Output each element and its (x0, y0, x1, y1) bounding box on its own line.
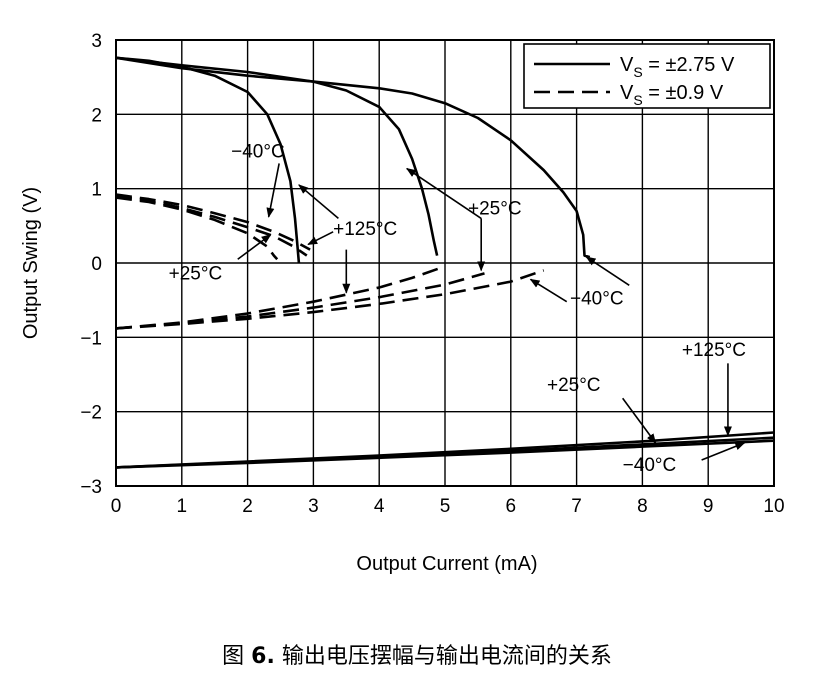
series-line (115, 439, 775, 469)
annotation-label: +25°C (169, 263, 223, 284)
x-axis-label: Output Current (mA) (356, 553, 537, 575)
y-tick-label: 2 (91, 105, 102, 126)
y-tick-label: 0 (91, 254, 102, 275)
series-line (115, 269, 545, 330)
legend-entry-label: VS = ±2.75 V (620, 54, 735, 80)
annotation-arrow (307, 231, 334, 246)
annotation-arrow (406, 167, 482, 220)
x-tick-label: 4 (374, 496, 385, 517)
y-tick-label: 3 (91, 31, 102, 52)
legend-box (523, 43, 771, 109)
series-line (115, 193, 311, 251)
annotation-arrow (622, 397, 657, 444)
annotation-arrow (298, 184, 339, 220)
annotation-arrow (585, 256, 630, 286)
series-line (115, 196, 279, 261)
legend: VS = ±2.75 VVS = ±0.9 V (523, 43, 771, 109)
figure-caption: 图 6. 输出电压摆幅与输出电流间的关系 (0, 638, 834, 670)
x-tick-label: 7 (571, 496, 582, 517)
x-tick-label: 9 (703, 496, 714, 517)
legend-entry-label: VS = ±0.9 V (620, 82, 724, 108)
y-tick-label: −3 (80, 477, 102, 498)
annotation-label: −40°C (623, 455, 677, 476)
y-tick-label: −2 (80, 403, 102, 424)
annotation-label: +25°C (547, 375, 601, 396)
plot-frame (115, 39, 775, 487)
x-tick-label: 3 (308, 496, 319, 517)
annotation-label: +125°C (333, 219, 397, 240)
annotation-label: +25°C (468, 199, 522, 220)
series-line (115, 56, 439, 256)
x-tick-label: 10 (763, 496, 784, 517)
caption-number: 6. (251, 644, 275, 669)
annotation-label: +125°C (682, 340, 746, 361)
annotation-arrow (529, 278, 568, 303)
caption-text: 输出电压摆幅与输出电流间的关系 (281, 644, 612, 669)
x-tick-label: 5 (440, 496, 451, 517)
series-line (115, 56, 591, 259)
y-tick-label: 1 (91, 180, 102, 201)
series-line (115, 266, 443, 330)
y-tick-label: −1 (80, 328, 102, 349)
x-tick-label: 0 (111, 496, 122, 517)
annotation-label: −40°C (231, 141, 285, 162)
y-axis-label: Output Swing (V) (20, 187, 42, 339)
x-tick-label: 6 (506, 496, 517, 517)
annotations: −40°C +125°C +25°C +25°C −40°C +125°C +25°C −40… (169, 141, 746, 476)
caption-prefix: 图 (222, 644, 245, 669)
series-group (115, 56, 775, 469)
x-tick-label: 8 (637, 496, 648, 517)
series-line (115, 272, 485, 330)
annotation-label: −40°C (570, 289, 624, 310)
annotation-arrow (701, 442, 746, 461)
annotation-arrow (266, 163, 280, 218)
x-tick-label: 2 (242, 496, 253, 517)
x-tick-label: 1 (177, 496, 188, 517)
series-line (115, 194, 308, 257)
annotation-arrow (237, 234, 272, 260)
output-swing-chart: −40°C +125°C +25°C +25°C −40°C +125°C +25°C −40… (20, 31, 785, 575)
